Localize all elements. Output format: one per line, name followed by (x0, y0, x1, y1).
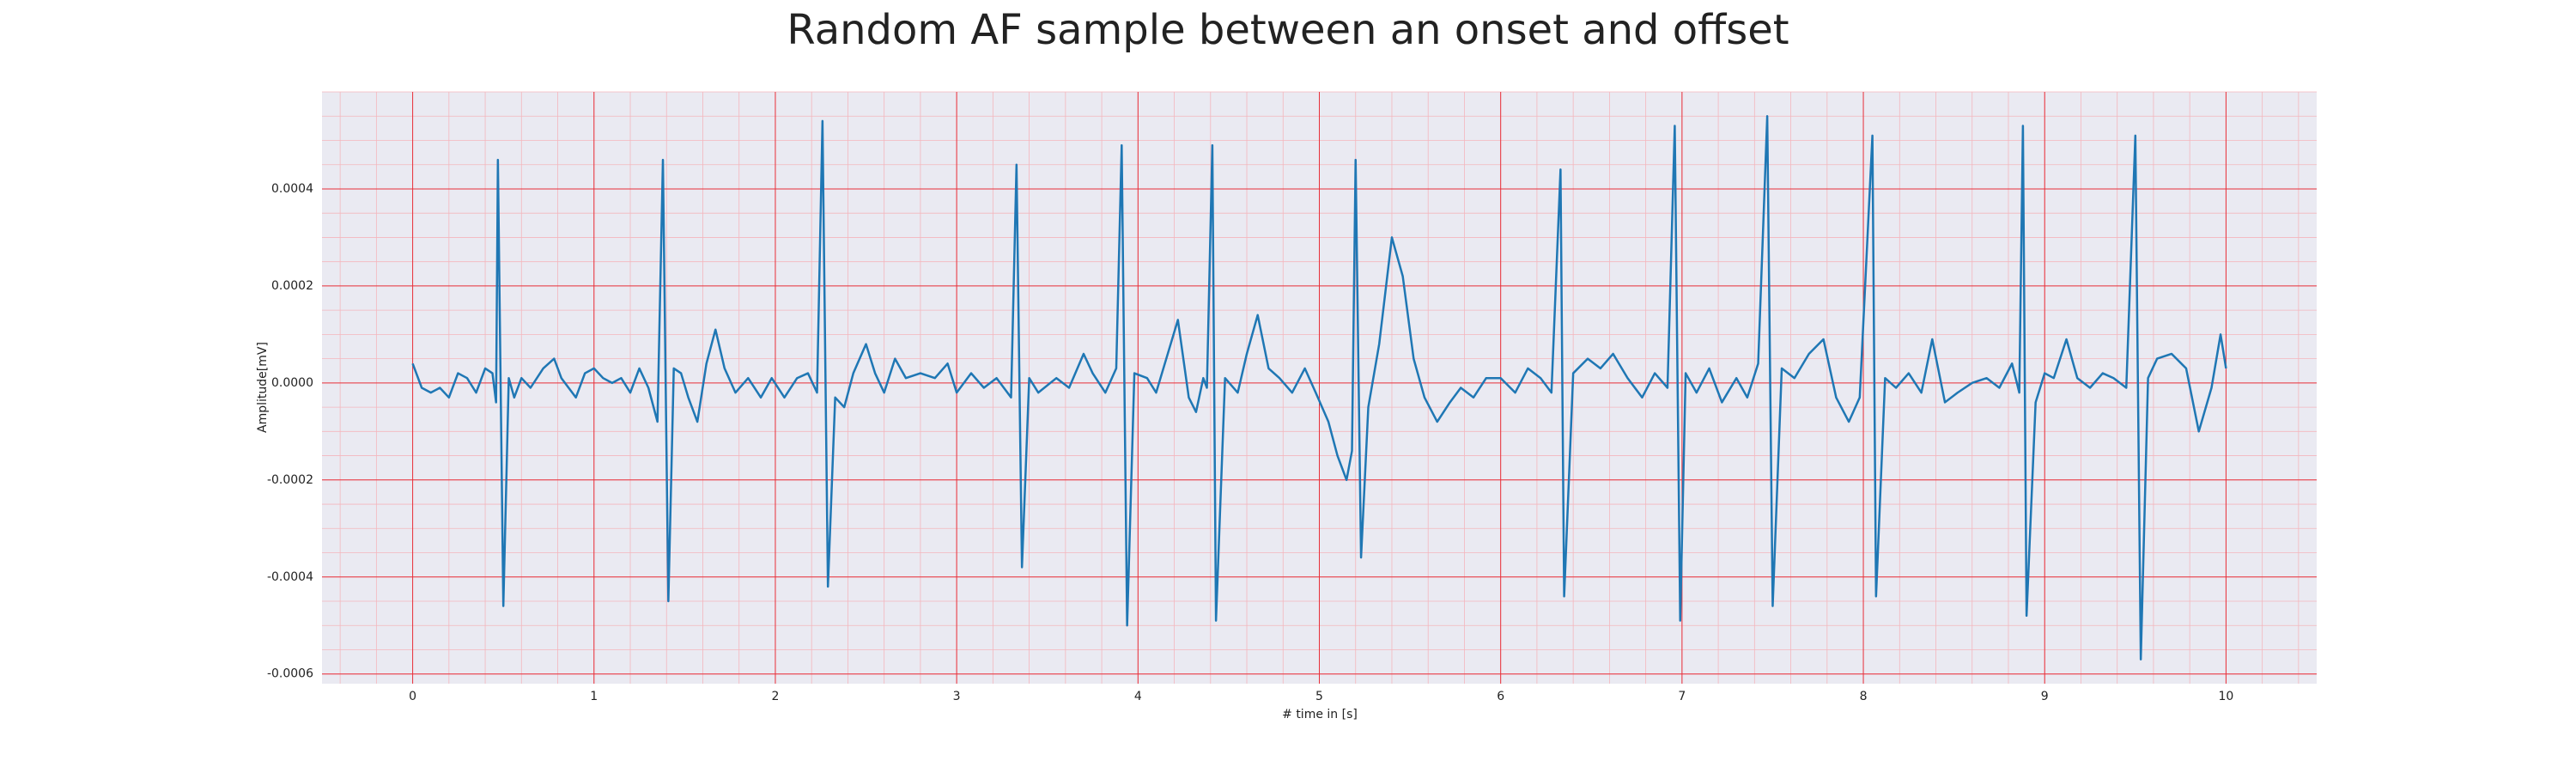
x-tick-label: 1 (590, 690, 598, 703)
x-tick-label: 3 (953, 690, 961, 703)
x-tick-label: 0 (409, 690, 416, 703)
y-axis-label: Amplitude[mV] (256, 342, 270, 433)
x-tick-label: 2 (771, 690, 779, 703)
y-tick-label: -0.0006 (267, 667, 313, 681)
x-tick-label: 9 (2041, 690, 2049, 703)
x-tick-label: 6 (1497, 690, 1504, 703)
y-tick-label: 0.0002 (271, 279, 313, 293)
x-tick-label: 8 (1860, 690, 1868, 703)
x-tick-label: 7 (1678, 690, 1686, 703)
y-tick-label: 0.0000 (271, 376, 313, 390)
x-tick-label: 5 (1315, 690, 1323, 703)
chart-title: Random AF sample between an onset and of… (787, 6, 1789, 54)
x-tick-label: 4 (1134, 690, 1142, 703)
y-tick-label: -0.0002 (267, 473, 313, 487)
y-tick-label: 0.0004 (271, 182, 313, 196)
signal-line (411, 114, 2227, 661)
x-tick-label: 10 (2218, 690, 2233, 703)
y-tick-label: -0.0004 (267, 570, 313, 584)
x-axis-label: # time in [s] (1282, 708, 1358, 721)
